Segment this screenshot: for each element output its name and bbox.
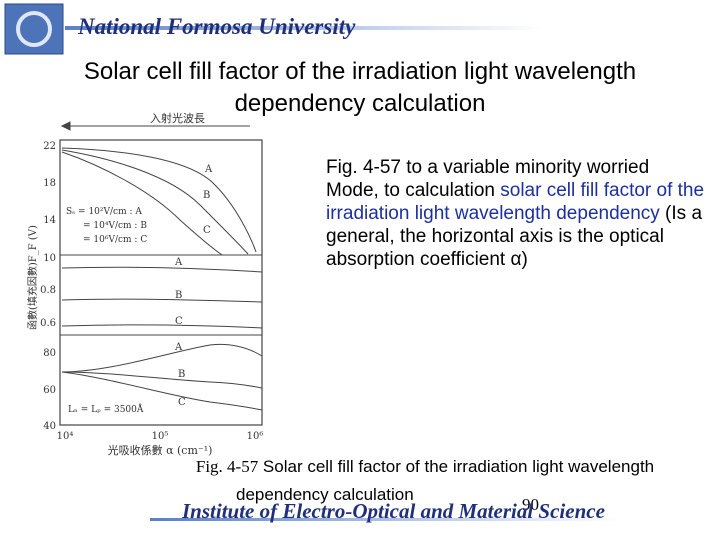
- y-tick-label: 0.6: [40, 318, 56, 329]
- legend: Sₛ = 10²V/cm : A: [66, 207, 142, 217]
- text: (Is a general, the horizontal axis is th…: [326, 203, 703, 270]
- caption-text: dependency calculation: [236, 485, 414, 504]
- curve-label: B: [203, 190, 210, 201]
- fig-label: Fig. 4-57: [195, 457, 259, 476]
- y-tick-label: 18: [43, 178, 56, 189]
- highlight: solar cell fill factor of the irradiatio…: [326, 180, 705, 224]
- curve-label: C: [178, 397, 186, 408]
- footer-rule: [150, 518, 620, 521]
- y-tick-label: 60: [43, 385, 56, 396]
- y-tick-label: 14: [43, 215, 56, 226]
- y-label: 函數(填充因數)F_F (V): [26, 225, 39, 330]
- header-rule: [65, 26, 545, 30]
- title: Solar cell fill factor of the irradiatio…: [83, 58, 637, 85]
- university: National Formosa University: [78, 14, 356, 39]
- x-tick-label: 10⁴: [57, 431, 74, 442]
- arrow-label: 入射光波長: [150, 111, 205, 125]
- figure: [59, 121, 263, 426]
- caption-text: Solar cell fill factor of the irradiatio…: [258, 457, 655, 476]
- curve-label: A: [174, 257, 183, 268]
- x-tick-label: 10⁵: [152, 431, 169, 442]
- y-tick-label: 40: [43, 421, 56, 432]
- title: dependency calculation: [234, 90, 486, 117]
- curve-label: B: [178, 369, 185, 380]
- logo-mark: [16, 11, 52, 47]
- x-label: 光吸收係數 α (cm⁻¹): [108, 443, 213, 457]
- x-tick-label: 10⁶: [247, 431, 264, 442]
- institute: Institute of Electro-Optical and Materia…: [182, 499, 605, 523]
- y-tick-label: 80: [43, 348, 56, 359]
- curve-label: C: [203, 225, 211, 236]
- text: Fig. 4-57 to a variable minority worried…: [326, 157, 650, 201]
- curve-label: A: [204, 164, 213, 175]
- param: Lₙ = Lₚ = 3500Å: [68, 403, 144, 415]
- y-tick-label: 22: [43, 141, 56, 152]
- curve-label: C: [175, 316, 183, 327]
- curve-label: A: [174, 342, 183, 353]
- body-text: Fig. 4-57 to a variable minority worried…: [326, 156, 706, 271]
- page-number: 90: [522, 495, 539, 514]
- legend: = 10⁶V/cm : C: [83, 235, 147, 245]
- curve-label: B: [175, 290, 182, 301]
- caption: Fig. 4-57 Solar cell fill factor of the …: [130, 457, 720, 477]
- legend: = 10⁴V/cm : B: [83, 221, 147, 231]
- y-tick-label: 0.8: [40, 285, 56, 296]
- y-tick-label: 10: [43, 253, 56, 264]
